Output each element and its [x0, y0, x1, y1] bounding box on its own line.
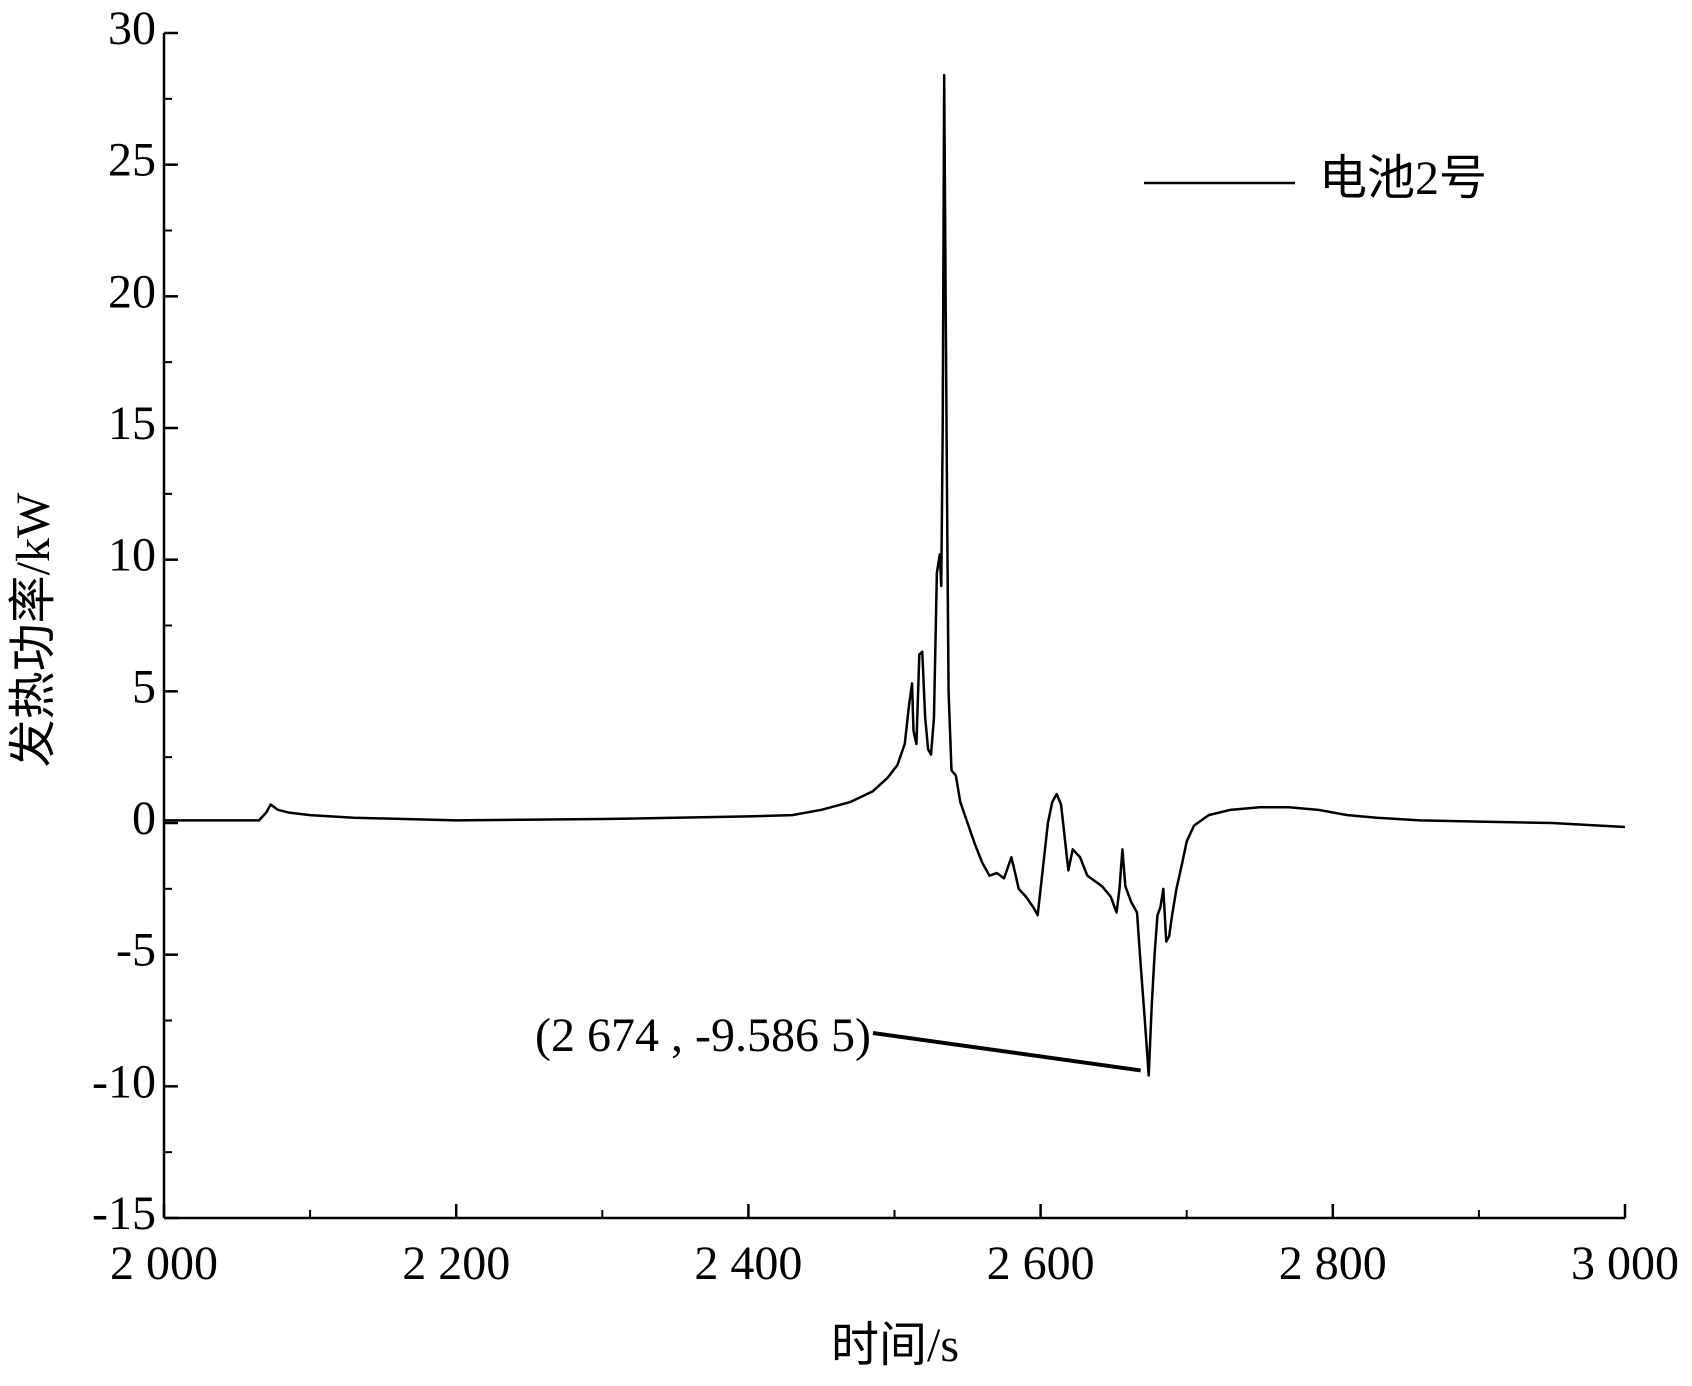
x-axis-title: 时间/s: [831, 1319, 959, 1372]
x-tick-label: 2 800: [1279, 1237, 1387, 1290]
y-tick-label: 5: [132, 660, 156, 713]
x-tick-label: 3 000: [1571, 1237, 1679, 1290]
y-tick-label: 25: [108, 134, 156, 187]
y-tick-label: 30: [108, 2, 156, 55]
annotation-leader: [872, 1031, 1141, 1073]
y-tick-label: -5: [116, 924, 156, 977]
y-tick-label: 0: [132, 792, 156, 845]
x-tick-label: 2 400: [694, 1237, 802, 1290]
x-tick-label: 2 000: [110, 1237, 218, 1290]
y-tick-label: 15: [108, 397, 156, 450]
y-tick-label: -10: [92, 1055, 156, 1108]
y-axis-title: 发热功率/kW: [7, 492, 60, 767]
x-tick-label: 2 200: [402, 1237, 510, 1290]
series-line: [164, 73, 1626, 1077]
y-tick-label: -15: [92, 1187, 156, 1240]
y-tick-label: 10: [108, 529, 156, 582]
annotation-text: (2 674 , -9.586 5): [535, 1009, 871, 1062]
y-tick-label: 20: [108, 265, 156, 318]
legend-label: 电池2号: [1319, 152, 1487, 205]
x-tick-label: 2 600: [987, 1237, 1095, 1290]
